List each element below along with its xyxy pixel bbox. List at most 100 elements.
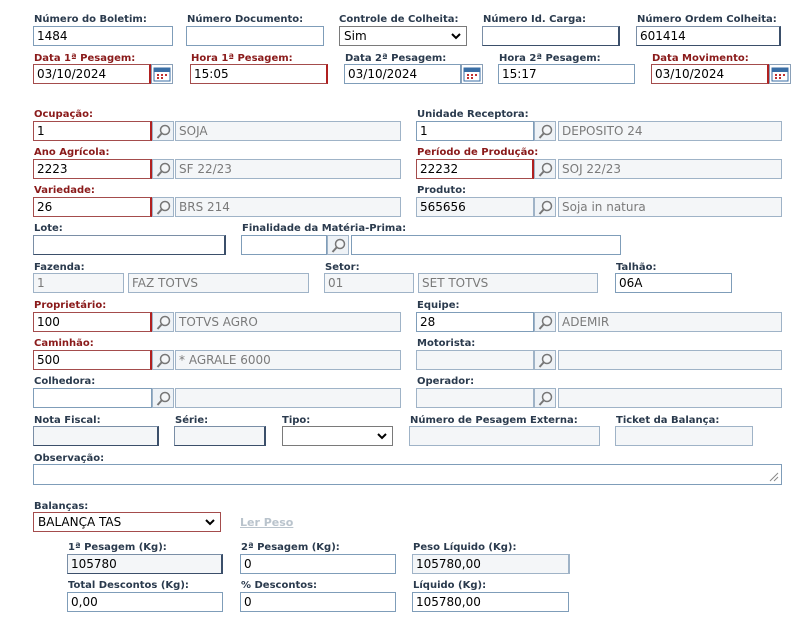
equipe-desc-field: ADEMIR — [558, 312, 782, 332]
balancas-value: BALANÇA TAS — [38, 515, 122, 529]
label-data-1-pesagem: Data 1ª Pesagem: — [34, 53, 136, 64]
search-icon[interactable] — [152, 312, 174, 332]
label-lote: Lote: — [34, 223, 63, 234]
setor-code-field: 01 — [324, 273, 414, 293]
search-icon[interactable] — [152, 121, 174, 141]
search-icon[interactable] — [534, 121, 556, 141]
ano-agricola-desc-field: SF 22/23 — [175, 159, 401, 179]
operador-code-field[interactable] — [416, 388, 534, 408]
label-ocupacao: Ocupação: — [34, 109, 93, 120]
controle-colheita-value: Sim — [344, 29, 367, 43]
balancas-select[interactable]: BALANÇA TAS — [33, 512, 221, 532]
calendar-icon[interactable] — [461, 64, 483, 84]
pct-descontos-field[interactable]: 0 — [240, 592, 396, 612]
label-colhedora: Colhedora: — [34, 376, 96, 387]
search-icon[interactable] — [327, 235, 349, 255]
finalidade-code-field[interactable] — [241, 235, 327, 255]
label-liquido: Líquido (Kg): — [413, 580, 487, 591]
periodo-producao-code-field[interactable]: 22232 — [416, 159, 534, 179]
label-finalidade: Finalidade da Matéria-Prima: — [242, 223, 407, 234]
label-equipe: Equipe: — [417, 300, 460, 311]
unidade-receptora-desc-field: DEPOSITO 24 — [558, 121, 782, 141]
data-2-pesagem-field[interactable]: 03/10/2024 — [344, 64, 461, 84]
search-icon[interactable] — [152, 197, 174, 217]
variedade-desc-field: BRS 214 — [175, 197, 401, 217]
caminhao-desc-field: * AGRALE 6000 — [175, 350, 401, 370]
label-serie: Série: — [175, 415, 209, 426]
colhedora-code-field[interactable] — [33, 388, 152, 408]
calendar-icon[interactable] — [769, 64, 791, 84]
fazenda-code-field: 1 — [33, 273, 124, 293]
search-icon[interactable] — [534, 159, 556, 179]
label-balancas: Balanças: — [34, 501, 89, 512]
numero-id-carga-field[interactable] — [482, 26, 620, 46]
unidade-receptora-code-field[interactable]: 1 — [416, 121, 534, 141]
nota-fiscal-field[interactable] — [33, 426, 159, 446]
label-numero-pesagem-externa: Número de Pesagem Externa: — [410, 415, 578, 426]
ler-peso-link[interactable]: Ler Peso — [240, 516, 294, 529]
label-pct-descontos: % Descontos: — [241, 580, 318, 591]
label-setor: Setor: — [325, 262, 360, 273]
operador-desc-field — [558, 388, 782, 408]
search-icon[interactable] — [534, 350, 556, 370]
observacao-textarea[interactable] — [33, 464, 782, 485]
calendar-icon[interactable] — [151, 64, 173, 84]
produto-code-field[interactable]: 565656 — [416, 197, 534, 217]
ticket-balanca-field[interactable] — [615, 426, 753, 446]
fazenda-desc-field: FAZ TOTVS — [128, 273, 309, 293]
periodo-producao-desc-field: SOJ 22/23 — [558, 159, 782, 179]
numero-boletim-field[interactable]: 1484 — [33, 26, 173, 46]
numero-ordem-colheita-field[interactable]: 601414 — [636, 26, 781, 46]
lote-field[interactable] — [33, 235, 226, 255]
search-icon[interactable] — [152, 350, 174, 370]
label-variedade: Variedade: — [34, 185, 95, 196]
label-talhao: Talhão: — [616, 262, 657, 273]
label-proprietario: Proprietário: — [34, 300, 107, 311]
numero-pesagem-externa-field[interactable] — [409, 426, 600, 446]
data-movimento-field[interactable]: 03/10/2024 — [651, 64, 769, 84]
setor-desc-field: SET TOTVS — [418, 273, 598, 293]
produto-desc-field: Soja in natura — [558, 197, 782, 217]
hora-2-pesagem-field[interactable]: 15:17 — [498, 64, 635, 84]
numero-documento-field[interactable] — [186, 26, 324, 46]
proprietario-desc-field: TOTVS AGRO — [175, 312, 401, 332]
search-icon[interactable] — [152, 388, 174, 408]
search-icon[interactable] — [534, 312, 556, 332]
primeira-pesagem-field[interactable]: 105780 — [67, 554, 223, 574]
talhao-field[interactable]: 06A — [615, 273, 732, 293]
ano-agricola-code-field[interactable]: 2223 — [33, 159, 152, 179]
search-icon[interactable] — [534, 388, 556, 408]
equipe-code-field[interactable]: 28 — [416, 312, 534, 332]
chevron-down-icon — [451, 33, 461, 40]
search-icon[interactable] — [152, 159, 174, 179]
segunda-pesagem-field[interactable]: 0 — [240, 554, 396, 574]
label-ano-agricola: Ano Agrícola: — [34, 147, 110, 158]
data-1-pesagem-field[interactable]: 03/10/2024 — [33, 64, 151, 84]
label-data-2-pesagem: Data 2ª Pesagem: — [345, 53, 447, 64]
controle-colheita-select[interactable]: Sim — [339, 26, 467, 46]
label-numero-boletim: Número do Boletim: — [34, 14, 147, 25]
label-caminhao: Caminhão: — [34, 338, 94, 349]
search-icon[interactable] — [534, 197, 556, 217]
variedade-code-field[interactable]: 26 — [33, 197, 152, 217]
label-numero-id-carga: Número Id. Carga: — [483, 14, 587, 25]
caminhao-code-field[interactable]: 500 — [33, 350, 152, 370]
label-operador: Operador: — [417, 376, 475, 387]
hora-1-pesagem-field[interactable]: 15:05 — [190, 64, 328, 84]
total-descontos-field[interactable]: 0,00 — [67, 592, 223, 612]
label-controle-colheita: Controle de Colheita: — [339, 14, 459, 25]
label-data-movimento: Data Movimento: — [652, 53, 749, 64]
label-numero-ordem-colheita: Número Ordem Colheita: — [637, 14, 777, 25]
label-fazenda: Fazenda: — [34, 262, 85, 273]
proprietario-code-field[interactable]: 100 — [33, 312, 152, 332]
label-motorista: Motorista: — [417, 338, 476, 349]
serie-field[interactable] — [174, 426, 266, 446]
label-primeira-pesagem: 1ª Pesagem (Kg): — [68, 542, 167, 553]
label-ticket-balanca: Ticket da Balança: — [616, 415, 720, 426]
tipo-select[interactable] — [282, 426, 393, 446]
label-produto: Produto: — [417, 185, 467, 196]
resize-grip-icon[interactable] — [769, 472, 779, 482]
peso-liquido-field: 105780,00 — [412, 554, 570, 574]
motorista-code-field[interactable] — [416, 350, 534, 370]
ocupacao-code-field[interactable]: 1 — [33, 121, 152, 141]
